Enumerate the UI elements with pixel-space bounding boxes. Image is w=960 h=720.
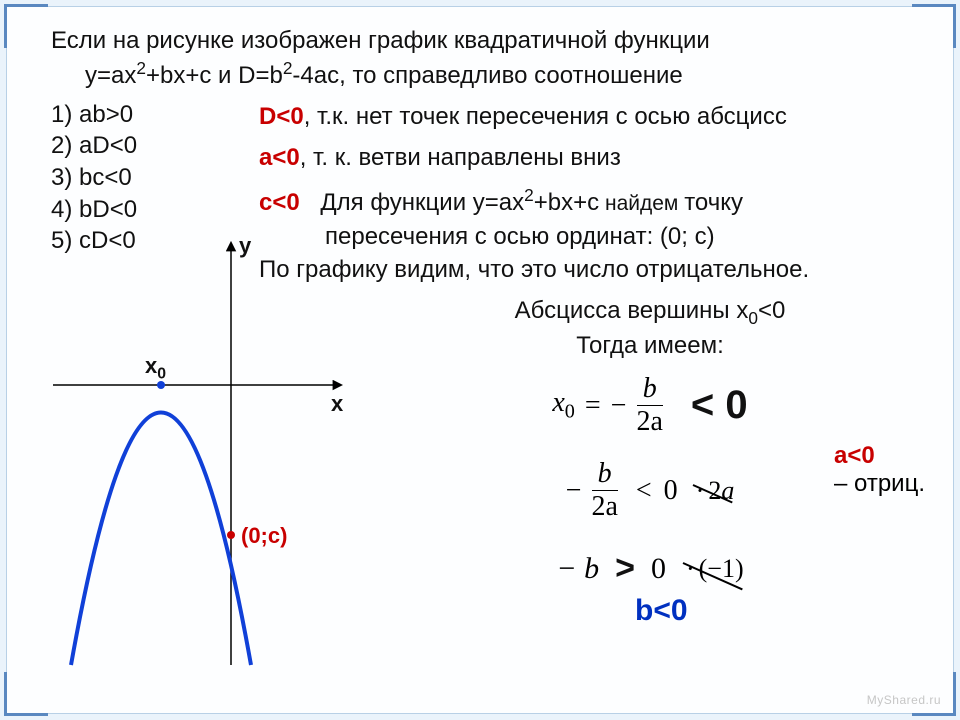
option-3: 3) bc<0 (51, 162, 231, 194)
gt-sign: > (615, 549, 635, 588)
formula-step3: − b > 0 ·(−1) (375, 549, 925, 588)
parabola-graph: y x x0 (0;с) (41, 235, 351, 665)
expl-a: a<0, т. к. ветви направлены вниз (259, 142, 925, 174)
lt-zero: < 0 (691, 383, 748, 428)
expl-d: D<0, т.к. нет точек пересечения с осью а… (259, 101, 925, 133)
expl-c3: По графику видим, что это число отрицате… (259, 254, 925, 286)
option-4: 4) bD<0 (51, 194, 231, 226)
formula-step2: − b 2a < 0 ·2a a<0 – отриц. (375, 460, 925, 521)
x-axis-label: x (331, 391, 343, 417)
final-answer: b<0 (375, 594, 925, 628)
watermark: MyShared.ru (867, 693, 941, 707)
problem-statement: Если на рисунке изображен график квадрат… (51, 25, 925, 93)
graph-svg (41, 235, 351, 675)
parabola-curve (71, 413, 251, 666)
option-1: 1) ab>0 (51, 99, 231, 131)
expl-c2: пересечения с осью ординат: (0; с) (259, 221, 925, 253)
formula-x0: x0 = − b 2a < 0 (375, 375, 925, 436)
y-intercept-dot (227, 531, 235, 539)
then-line: Тогда имеем: (375, 330, 925, 362)
explanations: D<0, т.к. нет точек пересечения с осью а… (259, 99, 925, 286)
option-2: 2) aD<0 (51, 130, 231, 162)
expl-c: c<0 Для функции y=ax2+bx+c найдем точку (259, 184, 925, 219)
abscissa-line: Абсцисса вершины x0<0 (375, 295, 925, 330)
x0-label: x0 (145, 353, 166, 383)
derivation: Абсцисса вершины x0<0 Тогда имеем: x0 = … (375, 295, 925, 628)
headline-l2: y=ax2+bx+c и D=b2-4ac, то справедливо со… (51, 57, 925, 92)
headline-l1: Если на рисунке изображен график квадрат… (51, 25, 925, 57)
y-axis-label: y (239, 233, 251, 259)
a-neg-note: a<0 – отриц. (834, 442, 925, 498)
oc-label: (0;с) (241, 523, 287, 549)
